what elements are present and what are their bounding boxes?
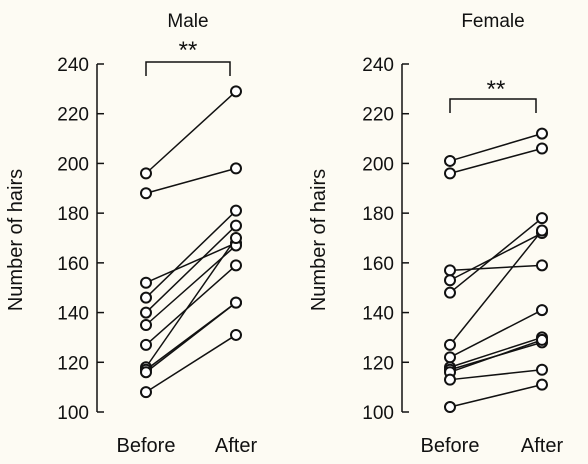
point-after: [536, 363, 548, 376]
y-tick-label: 240: [57, 55, 89, 76]
pair-line: [449, 132, 543, 162]
point-before: [140, 291, 152, 304]
point-after: [230, 259, 242, 272]
point-after: [230, 232, 242, 244]
pair-line: [145, 225, 237, 314]
pair-line: [449, 336, 543, 368]
point-before: [444, 274, 456, 287]
point-after: [536, 378, 548, 391]
point-before: [444, 154, 456, 167]
point-before: [140, 187, 152, 200]
point-before: [140, 306, 152, 319]
y-tick-label: 100: [362, 403, 394, 424]
y-tick-label: 240: [362, 55, 394, 76]
point-before: [140, 338, 152, 351]
x-tick-label-after: After: [215, 435, 258, 457]
point-after: [230, 296, 242, 309]
significance-label: **: [487, 76, 506, 103]
y-tick-label: 220: [57, 105, 89, 126]
point-before: [444, 338, 456, 351]
point-after: [230, 328, 242, 341]
point-after: [536, 127, 548, 140]
panel-male: Male Number of hairs ** Before After 100…: [5, 11, 257, 457]
pair-line: [449, 232, 543, 281]
point-after: [230, 85, 242, 98]
point-before: [444, 373, 456, 386]
point-after: [230, 219, 242, 232]
y-tick-label: 160: [362, 254, 394, 275]
pair-line: [449, 230, 543, 346]
x-tick-label-after: After: [521, 435, 564, 457]
y-tick-label: 120: [57, 353, 89, 374]
y-axis-label: Number of hairs: [5, 169, 27, 311]
y-tick-label: 200: [362, 154, 394, 175]
point-before: [444, 167, 456, 180]
point-before: [444, 401, 456, 414]
point-before: [140, 276, 152, 289]
y-tick-label: 220: [362, 105, 394, 126]
pair-line: [145, 167, 237, 194]
y-tick-label: 160: [57, 254, 89, 275]
y-tick-label: 140: [57, 304, 89, 325]
point-before: [444, 264, 456, 277]
y-tick-label: 180: [362, 204, 394, 225]
x-tick-label-before: Before: [117, 435, 176, 457]
point-before: [140, 386, 152, 399]
panel-female: Female Number of hairs ** Before After 1…: [308, 11, 563, 457]
point-before: [444, 286, 456, 299]
y-tick-label: 180: [57, 204, 89, 225]
pair-line: [449, 264, 543, 272]
pair-line: [449, 339, 543, 373]
point-after: [536, 333, 548, 346]
pair-line: [145, 242, 237, 284]
pair-line: [449, 383, 543, 408]
pair-line: [145, 302, 237, 373]
panel-title: Female: [461, 11, 524, 32]
x-tick-label-before: Before: [421, 435, 480, 457]
significance-label: **: [179, 37, 198, 64]
y-tick-label: 120: [362, 353, 394, 374]
pair-line: [145, 237, 237, 368]
pair-line: [145, 90, 237, 174]
pair-line: [449, 309, 543, 358]
panel-title: Male: [167, 11, 208, 32]
pair-line: [145, 334, 237, 393]
point-after: [536, 304, 548, 317]
point-after: [230, 204, 242, 217]
pair-line: [449, 147, 543, 175]
point-before: [444, 351, 456, 364]
significance-bracket: [145, 61, 231, 76]
point-before: [140, 319, 152, 331]
pair-line: [449, 217, 543, 294]
point-after: [536, 142, 548, 155]
point-before: [140, 167, 152, 180]
point-after: [230, 162, 242, 175]
y-tick-label: 100: [57, 403, 89, 424]
significance-bracket: [449, 98, 537, 113]
point-after: [536, 224, 548, 237]
point-after: [536, 259, 548, 272]
y-axis-label: Number of hairs: [308, 169, 330, 311]
pair-line: [145, 210, 237, 299]
y-tick-label: 140: [362, 304, 394, 325]
y-tick-label: 200: [57, 154, 89, 175]
pair-line: [449, 368, 543, 381]
point-before: [140, 366, 152, 379]
pair-line: [145, 264, 237, 346]
point-after: [536, 212, 548, 225]
